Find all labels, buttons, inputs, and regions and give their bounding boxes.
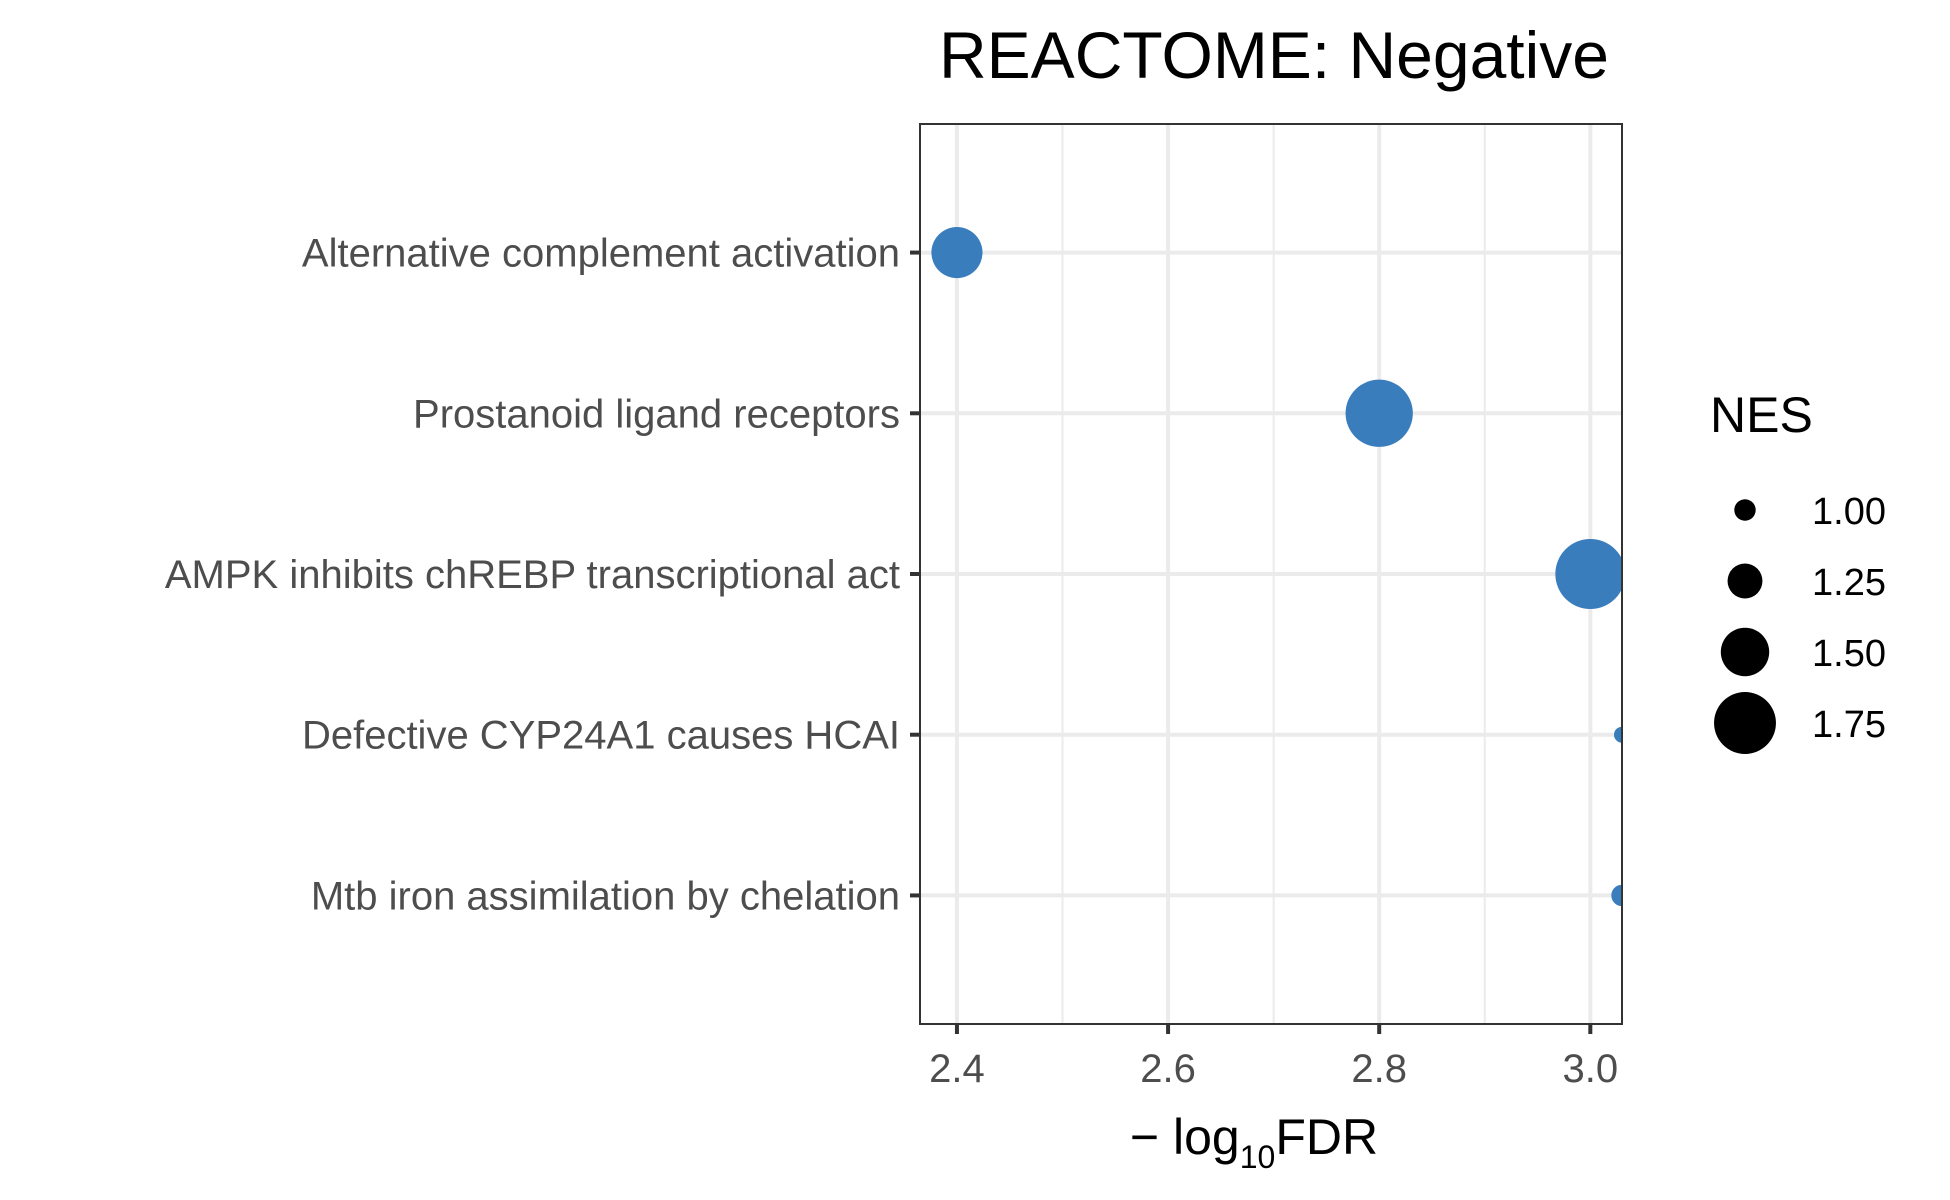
- legend-label: 1.50: [1812, 633, 1886, 675]
- x-axis-title-suffix: FDR: [1275, 1109, 1378, 1165]
- grid: [920, 124, 1622, 1024]
- legend-size-key: [1714, 692, 1776, 754]
- legend-title: NES: [1710, 387, 1813, 443]
- x-tick-label: 2.4: [929, 1047, 985, 1091]
- data-point: [1345, 379, 1413, 447]
- y-tick-label: Defective CYP24A1 causes HCAI: [302, 714, 900, 758]
- x-axis-title: − log10FDR: [1130, 1109, 1378, 1175]
- x-tick-label: 3.0: [1563, 1047, 1619, 1091]
- data-point: [931, 227, 983, 279]
- y-tick-label: AMPK inhibits chREBP transcriptional act: [165, 553, 900, 597]
- legend-label: 1.00: [1812, 491, 1886, 533]
- legend: NES 1.00 1.25 1.50 1.75: [1710, 387, 1886, 754]
- y-tick-label: Alternative complement activation: [302, 232, 900, 276]
- x-axis: 2.4 2.6 2.8 3.0: [929, 1024, 1618, 1091]
- data-point: [1611, 884, 1622, 907]
- y-tick-label: Prostanoid ligand receptors: [413, 392, 900, 436]
- chart-title: REACTOME: Negative: [939, 18, 1609, 92]
- legend-size-key: [1734, 499, 1756, 521]
- legend-label: 1.25: [1812, 562, 1886, 604]
- legend-size-key: [1720, 627, 1770, 677]
- data-point: [1614, 726, 1622, 743]
- x-tick-label: 2.6: [1140, 1047, 1196, 1091]
- x-axis-title-subscript: 10: [1240, 1139, 1276, 1175]
- legend-label: 1.75: [1812, 704, 1886, 746]
- y-axis: Alternative complement activation Prostan…: [165, 232, 920, 918]
- data-point: [1555, 539, 1622, 609]
- x-tick-label: 2.8: [1351, 1047, 1407, 1091]
- data-points: [931, 227, 1622, 907]
- legend-size-key: [1727, 563, 1763, 599]
- x-axis-title-prefix: − log: [1130, 1109, 1240, 1165]
- y-tick-label: Mtb iron assimilation by chelation: [311, 874, 900, 918]
